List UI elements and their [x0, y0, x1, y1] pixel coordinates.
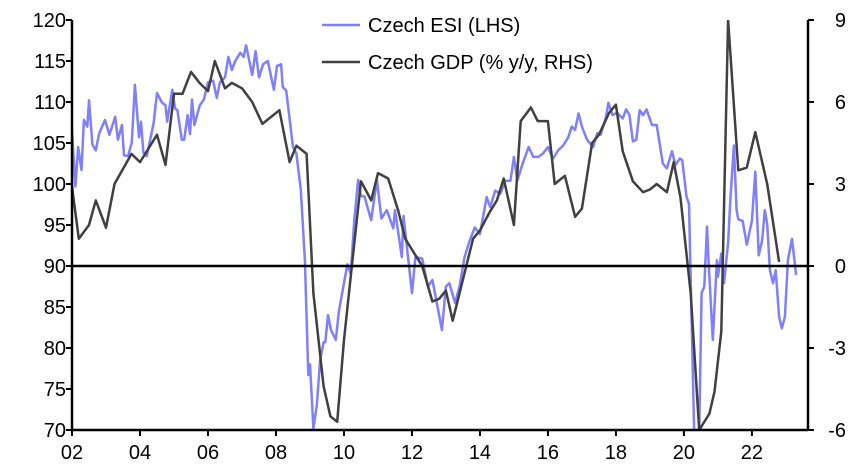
- x-axis-tick-label: 04: [129, 442, 151, 464]
- x-axis-tick-label: 02: [61, 442, 83, 464]
- left-axis-tick-label: 95: [44, 215, 66, 237]
- axes: 70 75 80 85 90 95 100 105 110 115 120 -6 -3 0 3 6 9 02 04 0…: [33, 10, 846, 464]
- left-axis-tick-label: 115: [34, 51, 66, 73]
- x-axis-tick-label: 20: [673, 442, 695, 464]
- x-axis-tick-label: 10: [333, 442, 355, 464]
- x-axis-tick-label: 14: [469, 442, 491, 464]
- x-axis-tick-label: 18: [605, 442, 627, 464]
- legend-label-gdp: Czech GDP (% y/y, RHS): [368, 52, 593, 74]
- left-axis-tick-label: 80: [44, 338, 66, 360]
- series-line-czech-gdp: [72, 20, 781, 430]
- left-axis-tick-label: 105: [33, 133, 66, 155]
- x-axis-tick-label: 08: [265, 442, 287, 464]
- left-axis-tick-label: 90: [44, 256, 66, 278]
- left-axis-tick-label: 120: [33, 10, 66, 32]
- x-axis-tick-label: 22: [741, 442, 763, 464]
- x-axis-tick-label: 06: [197, 442, 219, 464]
- legend-label-esi: Czech ESI (LHS): [368, 15, 520, 37]
- legend: Czech ESI (LHS) Czech GDP (% y/y, RHS): [322, 15, 593, 74]
- left-axis-tick-label: 100: [33, 174, 66, 196]
- right-axis-tick-label: 6: [835, 92, 846, 114]
- right-axis-tick-label: 3: [835, 174, 846, 196]
- left-axis-tick-label: 75: [44, 379, 66, 401]
- plot-area: [72, 20, 798, 430]
- right-axis-tick-label: -6: [828, 420, 846, 442]
- right-axis-tick-label: 0: [835, 256, 846, 278]
- x-axis-tick-label: 16: [537, 442, 559, 464]
- right-axis-tick-label: -3: [828, 338, 846, 360]
- left-axis-tick-label: 110: [34, 92, 66, 114]
- left-axis-tick-label: 85: [44, 297, 66, 319]
- x-axis-tick-label: 12: [401, 442, 423, 464]
- left-axis-tick-label: 70: [44, 420, 66, 442]
- right-axis-tick-label: 9: [835, 10, 846, 32]
- series-line-czech-esi: [72, 44, 798, 430]
